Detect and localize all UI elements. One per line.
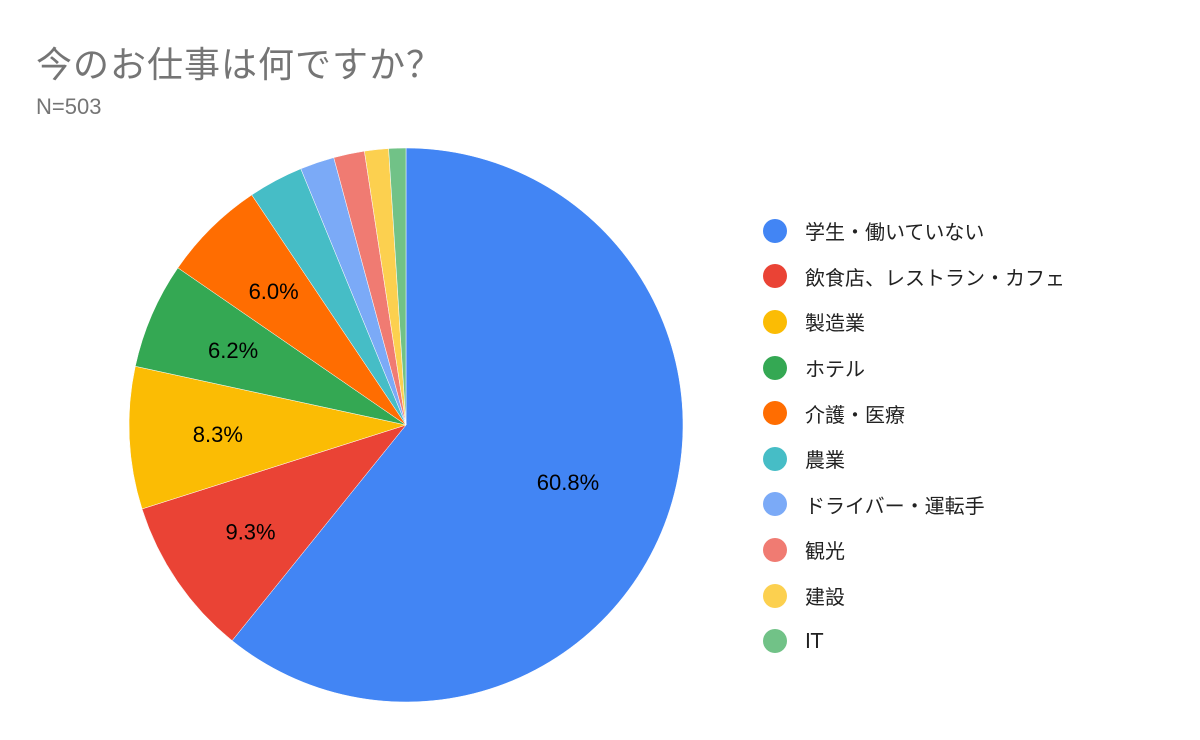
legend-label: 学生・働いていない (805, 220, 985, 245)
legend-dot-icon (763, 309, 787, 334)
legend-label: ドライバー・運転手 (805, 493, 985, 518)
pie-chart: 60.8% 9.3% 8.3% 6.2% 6.0% (128, 147, 684, 703)
legend-dot-icon (763, 355, 787, 380)
legend-label: ホテル (805, 357, 865, 382)
legend-label: 飲食店、レストラン・カフェ (805, 265, 1065, 290)
chart-subtitle: N=503 (36, 94, 102, 119)
legend-label: 介護・医療 (805, 402, 905, 427)
slice-percent-label: 6.2% (208, 338, 258, 363)
legend-dot-icon (763, 629, 787, 654)
legend-label: 製造業 (805, 311, 865, 336)
pie-slice[interactable] (231, 147, 684, 703)
slice-percent-label: 8.3% (193, 422, 243, 447)
legend-dot-icon (763, 446, 787, 471)
legend-item[interactable]: 学生・働いていない (763, 208, 1065, 254)
legend-label: 観光 (805, 539, 845, 564)
slice-percent-label: 60.8% (537, 470, 599, 495)
legend-item[interactable]: 観光 (763, 527, 1065, 573)
legend-label: IT (805, 629, 824, 654)
legend-dot-icon (763, 583, 787, 608)
pie-labels: 60.8% 9.3% 8.3% 6.2% 6.0% (193, 279, 599, 544)
pie-slice[interactable] (128, 365, 407, 510)
pie-slice[interactable] (388, 147, 407, 426)
pie-slice[interactable] (141, 424, 407, 641)
legend-label: 農業 (805, 448, 845, 473)
legend-dot-icon (763, 537, 787, 562)
legend-item[interactable]: IT (763, 618, 1065, 664)
slice-percent-label: 6.0% (249, 279, 299, 304)
legend-dot-icon (763, 264, 787, 289)
legend: 学生・働いていない 飲食店、レストラン・カフェ 製造業 ホテル 介護・医療 農業… (763, 208, 1065, 664)
legend-item[interactable]: 飲食店、レストラン・カフェ (763, 254, 1065, 300)
pie-slices (128, 147, 684, 703)
legend-item[interactable]: 建設 (763, 573, 1065, 619)
slice-percent-label: 9.3% (225, 519, 275, 544)
legend-item[interactable]: 農業 (763, 436, 1065, 482)
legend-dot-icon (763, 401, 787, 426)
legend-item[interactable]: 製造業 (763, 299, 1065, 345)
legend-dot-icon (763, 492, 787, 517)
legend-item[interactable]: 介護・医療 (763, 390, 1065, 436)
legend-item[interactable]: ホテル (763, 345, 1065, 391)
legend-dot-icon (763, 218, 787, 243)
legend-item[interactable]: ドライバー・運転手 (763, 482, 1065, 528)
legend-label: 建設 (805, 585, 845, 610)
chart-title: 今のお仕事は何ですか？ (36, 45, 444, 86)
